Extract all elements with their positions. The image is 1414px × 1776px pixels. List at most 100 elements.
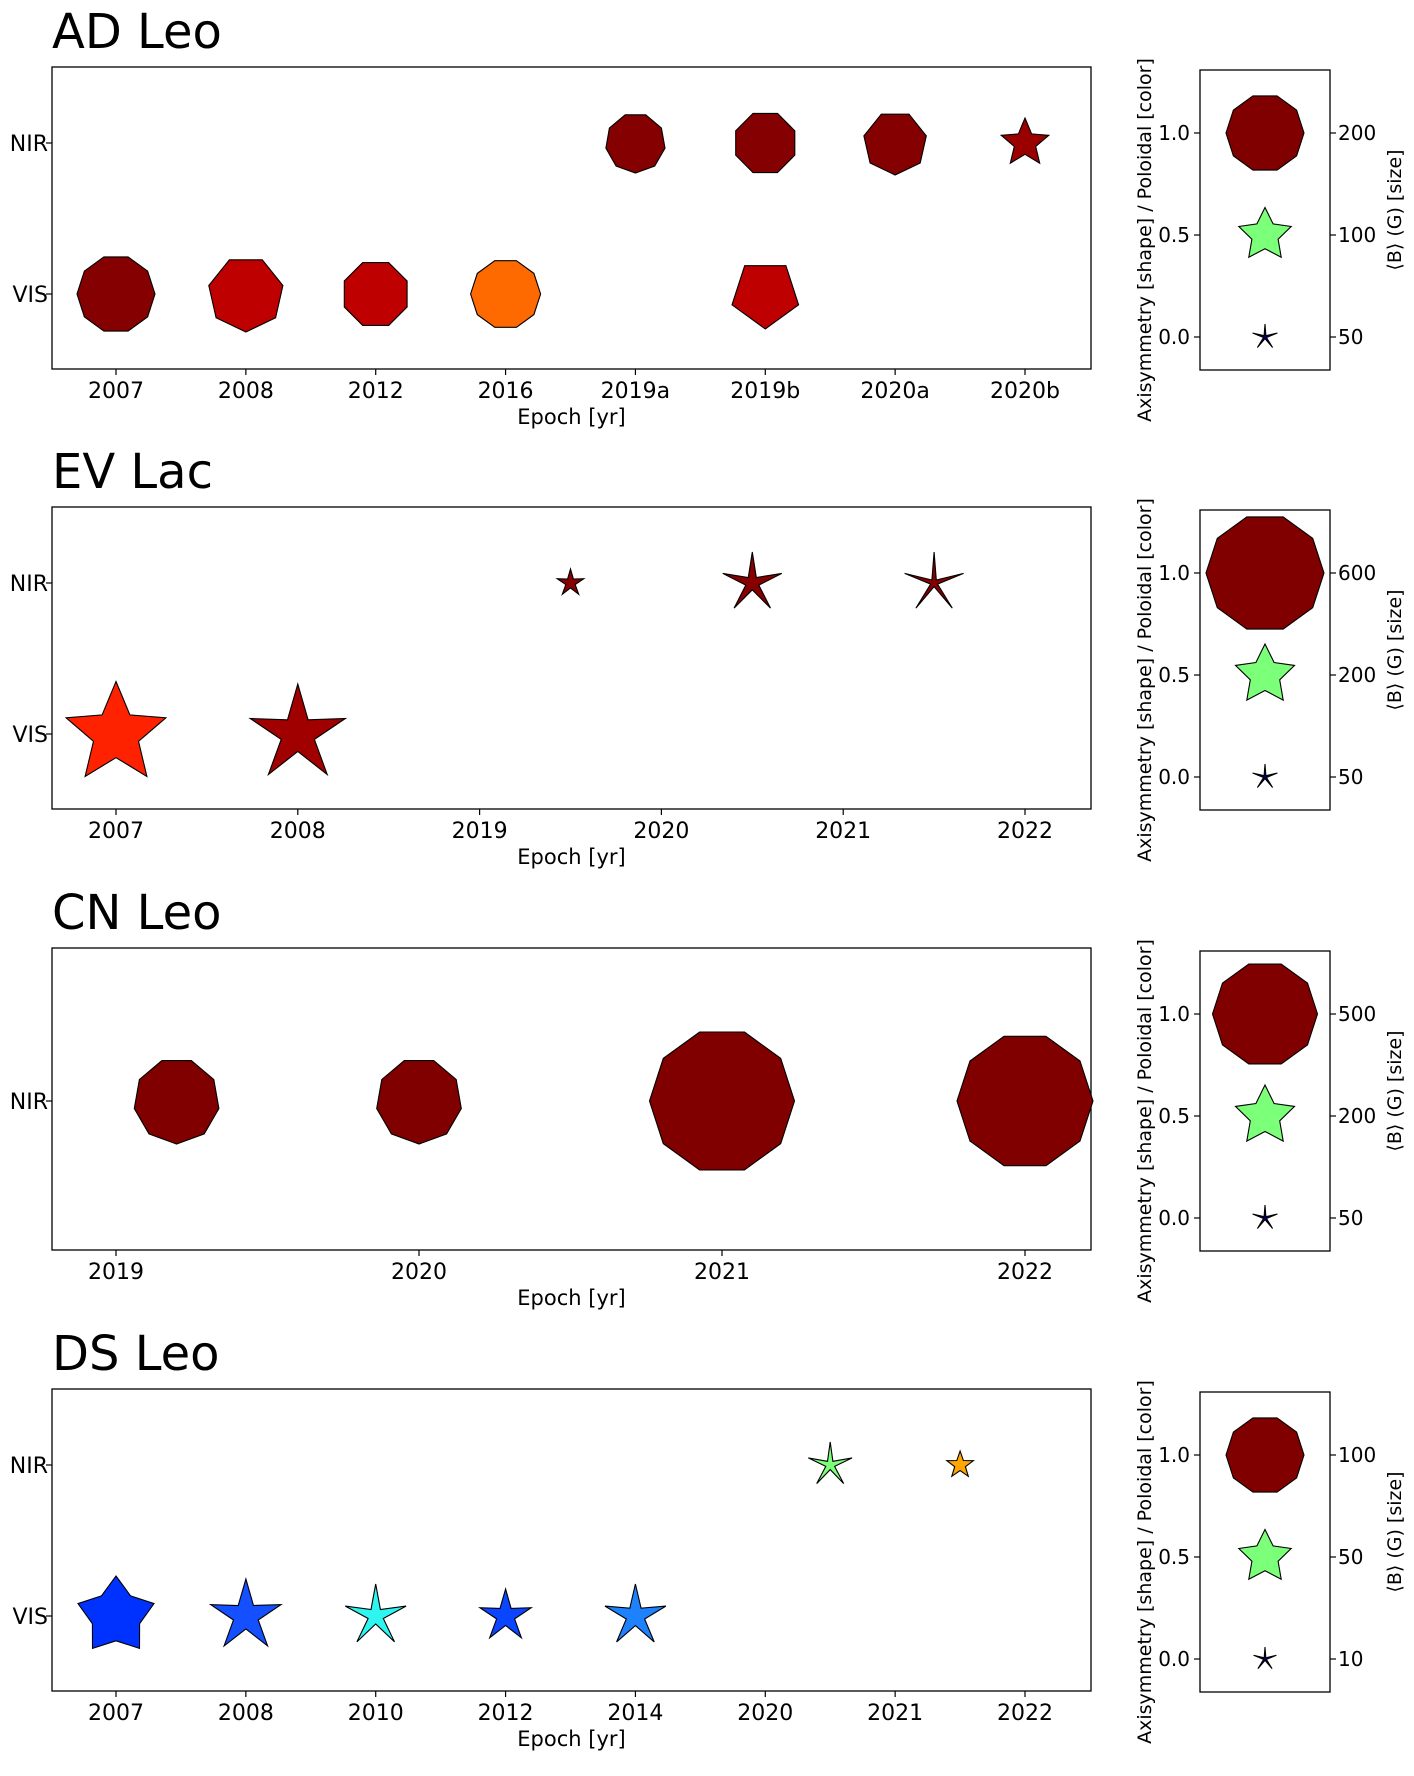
y-tick-label: VIS <box>12 1605 48 1630</box>
data-marker <box>133 1060 220 1145</box>
data-marker <box>735 112 796 174</box>
y-tick-label: NIR <box>10 132 48 157</box>
legend-y-tick-label: 0.5 <box>1158 223 1190 247</box>
x-axis-label: Epoch [yr] <box>517 1286 625 1310</box>
legend-y2-axis-label: ⟨B⟩ (G) [size] <box>1384 1471 1406 1592</box>
x-tick-label: 2021 <box>815 819 871 844</box>
legend-y-axis-label: Axisymmetry [shape] / Poloidal [color] <box>1134 1380 1156 1744</box>
x-axis-label: Epoch [yr] <box>517 405 625 429</box>
panel-cn-leo: CN Leo 2019 2020 2021 2022 Epoch [yr] NIR 1.0 0.… <box>10 885 1406 1310</box>
data-marker <box>555 567 586 596</box>
legend-y-axis-label: Axisymmetry [shape] / Poloidal [color] <box>1134 498 1156 862</box>
data-marker <box>248 682 348 777</box>
data-marker <box>470 260 542 328</box>
data-marker <box>808 1441 853 1484</box>
data-marker <box>343 262 408 326</box>
data-marker <box>208 1577 283 1648</box>
legend-y2-tick-label: 200 <box>1338 663 1376 687</box>
data-marker <box>64 680 168 778</box>
legend-y2-tick-label: 50 <box>1338 1545 1363 1569</box>
legend-y2-tick-label: 200 <box>1338 121 1376 145</box>
legend-y-tick-label: 0.0 <box>1158 1206 1190 1230</box>
legend-y-axis-label: Axisymmetry [shape] / Poloidal [color] <box>1134 939 1156 1303</box>
x-tick-label: 2022 <box>997 819 1053 844</box>
data-marker <box>945 1449 976 1478</box>
legend-y-tick-label: 0.5 <box>1158 663 1190 687</box>
y-tick-label: VIS <box>12 283 48 308</box>
legend-marker <box>1211 963 1319 1065</box>
legend-y2-tick-label: 100 <box>1338 1443 1376 1467</box>
legend-marker <box>1225 1417 1305 1493</box>
plot-frame <box>51 66 1092 370</box>
x-tick-label: 2021 <box>867 1701 923 1726</box>
x-tick-label: 2019 <box>452 819 508 844</box>
x-tick-label: 2019a <box>601 379 670 404</box>
data-marker <box>77 1575 155 1650</box>
legend-y-tick-label: 1.0 <box>1158 1002 1190 1026</box>
legend-y2-tick-label: 200 <box>1338 1104 1376 1128</box>
legend-marker <box>1225 95 1305 171</box>
x-tick-label: 2016 <box>478 379 534 404</box>
legend-marker <box>1252 763 1278 788</box>
x-tick-label: 2020 <box>737 1701 793 1726</box>
x-tick-label: 2014 <box>607 1701 663 1726</box>
data-marker <box>345 1583 407 1643</box>
x-tick-label: 2012 <box>348 379 404 404</box>
legend-y2-axis-label: ⟨B⟩ (G) [size] <box>1384 149 1406 270</box>
legend-y2-tick-label: 10 <box>1338 1647 1363 1671</box>
x-axis-label: Epoch [yr] <box>517 845 625 869</box>
data-marker <box>999 116 1051 165</box>
data-marker <box>477 1587 534 1640</box>
legend-y2-tick-label: 600 <box>1338 561 1376 585</box>
data-marker <box>956 1035 1094 1167</box>
legend-marker <box>1205 516 1325 630</box>
x-tick-label: 2019b <box>730 379 800 404</box>
panel-ad-leo: AD Leo 2007 2008 2012 2016 2019a 2019b 2020a 202… <box>10 4 1406 429</box>
legend-frame <box>1199 509 1331 811</box>
legend-y-tick-label: 0.0 <box>1158 1647 1190 1671</box>
x-tick-label: 2022 <box>997 1260 1053 1285</box>
x-tick-label: 2019 <box>88 1260 144 1285</box>
data-marker <box>648 1031 796 1171</box>
x-tick-label: 2022 <box>997 1701 1053 1726</box>
x-tick-label: 2007 <box>88 819 144 844</box>
data-marker <box>904 551 964 609</box>
panel-ev-lac: EV Lac 2007 2008 2019 2020 2021 2022 Epoch [yr]… <box>10 444 1406 869</box>
x-tick-label: 2007 <box>88 1701 144 1726</box>
panel-ds-leo: DS Leo 2007 2008 2010 2012 2014 2020 2021 2022 Ep… <box>10 1326 1406 1751</box>
legend-y-tick-label: 1.0 <box>1158 561 1190 585</box>
legend-y-tick-label: 0.5 <box>1158 1545 1190 1569</box>
x-tick-label: 2007 <box>88 379 144 404</box>
legend-frame <box>1199 1391 1331 1693</box>
x-axis-label: Epoch [yr] <box>517 1727 625 1751</box>
legend-y2-tick-label: 50 <box>1338 765 1363 789</box>
plot-frame <box>51 506 1092 810</box>
x-tick-label: 2008 <box>270 819 326 844</box>
y-tick-label: NIR <box>10 1090 48 1115</box>
legend-marker <box>1253 1646 1277 1670</box>
data-marker <box>722 551 783 609</box>
panel-title: AD Leo <box>52 4 222 60</box>
legend-y-tick-label: 1.0 <box>1158 1443 1190 1467</box>
legend-y-tick-label: 0.5 <box>1158 1104 1190 1128</box>
y-tick-label: VIS <box>12 723 48 748</box>
panel-title: DS Leo <box>52 1326 219 1382</box>
legend-y2-axis-label: ⟨B⟩ (G) [size] <box>1384 1030 1406 1151</box>
x-tick-label: 2010 <box>348 1701 404 1726</box>
data-marker <box>604 1583 667 1643</box>
legend-y-axis-label: Axisymmetry [shape] / Poloidal [color] <box>1134 58 1156 422</box>
data-marker <box>731 265 800 330</box>
legend-marker <box>1252 323 1278 348</box>
legend-y2-axis-label: ⟨B⟩ (G) [size] <box>1384 589 1406 710</box>
legend-y-tick-label: 0.0 <box>1158 765 1190 789</box>
x-tick-label: 2020a <box>860 379 929 404</box>
data-marker <box>76 256 156 332</box>
plot-frame <box>51 1388 1092 1692</box>
legend-frame <box>1199 950 1331 1252</box>
legend-marker <box>1234 1083 1296 1143</box>
x-tick-label: 2012 <box>478 1701 534 1726</box>
data-marker <box>208 259 284 333</box>
legend-y-tick-label: 1.0 <box>1158 121 1190 145</box>
legend-y-tick-label: 0.0 <box>1158 325 1190 349</box>
